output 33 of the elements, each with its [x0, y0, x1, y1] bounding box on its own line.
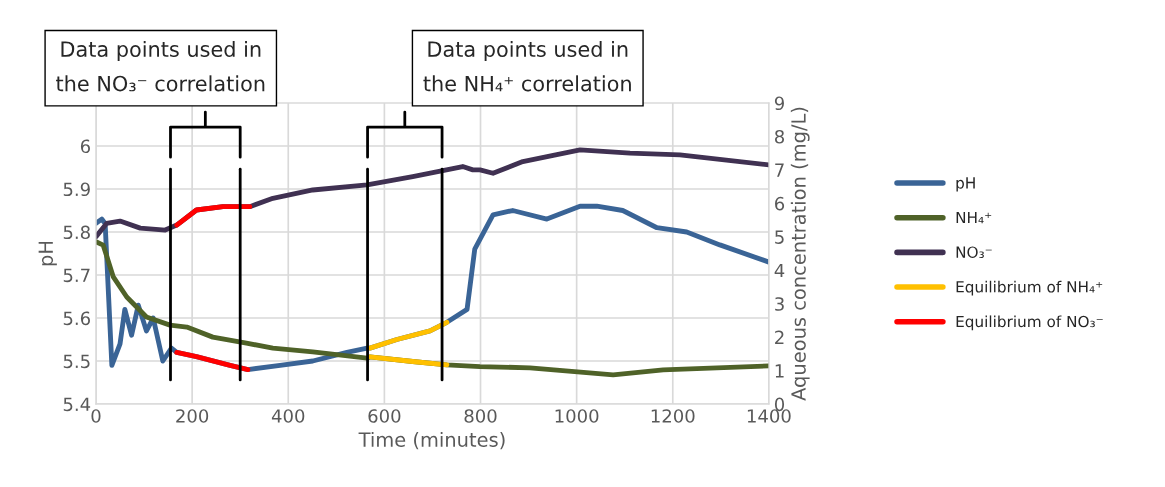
y2-tick-label: 2 [775, 330, 784, 344]
x-tick-label: 0 [91, 409, 101, 423]
y2-tick-label: 6 [775, 196, 785, 211]
legend-label: pH [956, 177, 975, 192]
legend-label: NO₃⁻ [956, 246, 992, 258]
y-axis-title: pH [38, 241, 57, 266]
y-tick-label: 5.8 [63, 225, 90, 240]
x-tick-label: 1200 [651, 409, 695, 423]
x-tick-label: 1000 [555, 409, 599, 423]
x-axis-title: Time (minutes) [358, 431, 505, 450]
legend-label: NH₄⁺ [956, 211, 992, 224]
y2-tick-label: 8 [774, 129, 785, 144]
y2-tick-label: 1 [775, 364, 784, 378]
y2-tick-label: 5 [775, 230, 784, 244]
y2-axis-title: Aqueous concentration (mg/L) [790, 107, 810, 401]
y-tick-label: 5.7 [63, 268, 90, 283]
y-tick-label: 6 [80, 139, 90, 154]
x-tick-label: 800 [464, 409, 497, 423]
y2-tick-label: 9 [774, 96, 784, 111]
y2-tick-label: 4 [774, 263, 785, 278]
y-tick-label: 5.6 [63, 311, 90, 326]
legend-label: Equilibrium of NH₄⁺ [956, 280, 1103, 296]
y-tick-label: 5.4 [63, 397, 91, 412]
y2-tick-label: 3 [775, 297, 784, 311]
text: Data points used in the NH₄⁺ correlation [423, 40, 631, 92]
x-tick-label: 200 [176, 409, 209, 423]
y2-tick-label: 7 [775, 163, 784, 177]
x-tick-label: 400 [271, 409, 305, 423]
x-tick-label: 600 [368, 409, 401, 423]
y-tick-label: 5.5 [63, 354, 90, 369]
y-tick-label: 5.9 [63, 182, 90, 197]
legend-label: Equilibrium of NO₃⁻ [956, 315, 1103, 331]
text: Data points used in the NO₃⁻ correlation [56, 40, 265, 92]
